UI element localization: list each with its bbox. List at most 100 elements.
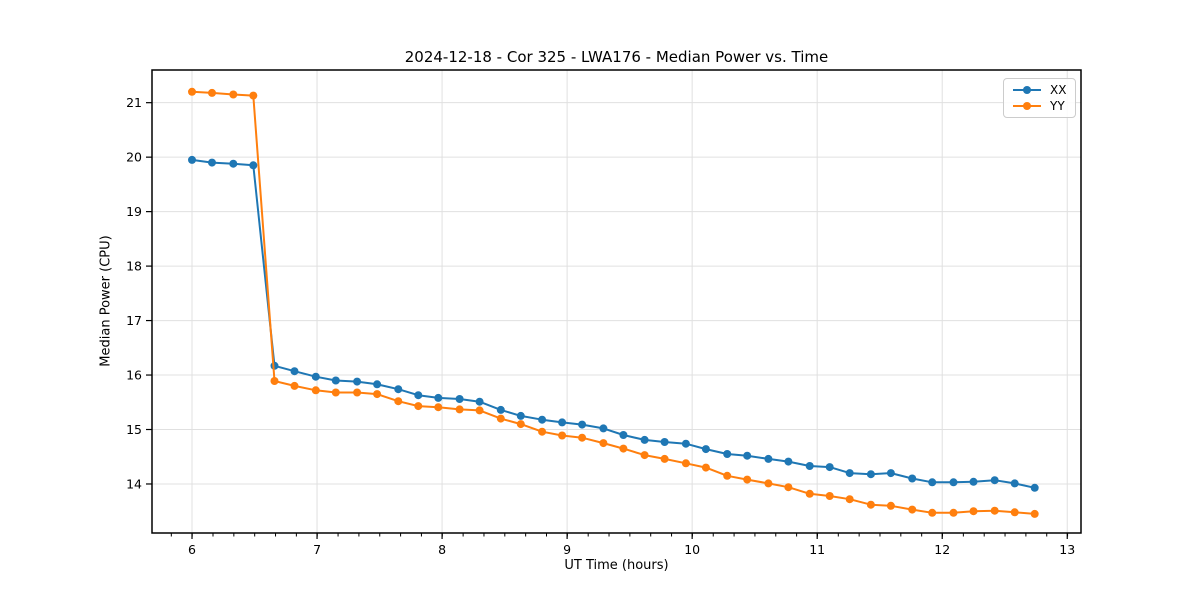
data-point-XX bbox=[866, 470, 875, 479]
data-point-XX bbox=[619, 431, 628, 439]
series-line-XX bbox=[191, 158, 1035, 489]
data-point-YY bbox=[743, 475, 752, 484]
data-point-YY bbox=[928, 508, 937, 517]
data-point-YY bbox=[908, 505, 917, 514]
data-point-XX bbox=[764, 454, 773, 463]
data-point-YY bbox=[394, 397, 403, 406]
data-point-XX bbox=[311, 372, 320, 381]
data-point-YY bbox=[188, 87, 196, 96]
data-point-YY bbox=[290, 381, 299, 390]
data-point-XX bbox=[805, 462, 814, 470]
data-point-XX bbox=[455, 395, 464, 403]
data-point-XX bbox=[969, 477, 978, 486]
data-point-XX bbox=[990, 476, 999, 485]
data-point-XX bbox=[434, 393, 443, 402]
y-tick-label: 20 bbox=[126, 150, 142, 165]
chart-title: 2024-12-18 - Cor 325 - LWA176 - Median P… bbox=[404, 48, 829, 66]
data-point-XX bbox=[743, 451, 752, 460]
data-point-XX bbox=[516, 411, 525, 420]
legend-label-YY: YY bbox=[1050, 99, 1065, 113]
x-tick-label: 12 bbox=[934, 542, 950, 557]
data-point-XX bbox=[599, 424, 608, 433]
series-line-YY bbox=[191, 90, 1035, 515]
x-tick-label: 7 bbox=[313, 542, 321, 557]
data-point-YY bbox=[640, 451, 649, 460]
data-point-XX bbox=[928, 478, 937, 487]
data-point-XX bbox=[558, 418, 567, 427]
data-point-YY bbox=[516, 420, 525, 429]
data-point-XX bbox=[845, 469, 854, 478]
y-tick-label: 21 bbox=[126, 95, 142, 110]
data-point-XX bbox=[373, 380, 382, 389]
data-point-YY bbox=[764, 479, 773, 488]
data-point-YY bbox=[599, 439, 608, 448]
data-point-YY bbox=[619, 444, 628, 453]
data-point-YY bbox=[331, 388, 340, 397]
data-point-YY bbox=[805, 489, 814, 498]
data-point-XX bbox=[681, 439, 690, 448]
x-axis-label: UT Time (hours) bbox=[564, 558, 669, 573]
data-point-YY bbox=[886, 501, 895, 510]
data-point-YY bbox=[866, 500, 875, 509]
y-axis-label: Median Power (CPU) bbox=[98, 235, 114, 367]
y-tick-label: 18 bbox=[126, 259, 142, 274]
data-point-YY bbox=[723, 471, 732, 480]
data-point-XX bbox=[886, 469, 895, 478]
x-tick-label: 8 bbox=[438, 542, 446, 557]
data-point-YY bbox=[1010, 508, 1019, 517]
axes-frame bbox=[151, 69, 1082, 534]
data-point-YY bbox=[434, 403, 443, 412]
data-point-YY bbox=[208, 88, 216, 97]
data-point-YY bbox=[660, 454, 669, 463]
data-point-YY bbox=[681, 459, 690, 468]
data-point-XX bbox=[701, 445, 710, 454]
data-point-XX bbox=[496, 405, 505, 414]
data-point-XX bbox=[249, 161, 258, 170]
x-tick-label: 11 bbox=[809, 542, 825, 557]
data-point-YY bbox=[373, 390, 382, 399]
data-point-YY bbox=[1030, 509, 1039, 518]
data-point-YY bbox=[455, 405, 464, 414]
data-point-YY bbox=[784, 483, 793, 492]
data-point-XX bbox=[538, 415, 547, 424]
y-tick-label: 16 bbox=[126, 368, 142, 383]
data-point-XX bbox=[331, 376, 340, 385]
y-tick-label: 15 bbox=[126, 422, 142, 437]
data-point-YY bbox=[825, 492, 834, 500]
legend: XX YY bbox=[1003, 78, 1077, 118]
data-point-XX bbox=[1010, 479, 1019, 488]
data-point-XX bbox=[640, 435, 649, 444]
data-point-YY bbox=[229, 90, 238, 99]
data-point-YY bbox=[475, 406, 484, 415]
data-point-YY bbox=[353, 388, 362, 397]
data-point-YY bbox=[990, 506, 999, 515]
data-point-YY bbox=[949, 508, 958, 517]
data-point-YY bbox=[496, 414, 505, 423]
data-point-XX bbox=[394, 385, 403, 394]
data-point-XX bbox=[949, 478, 958, 487]
y-tick-label: 17 bbox=[126, 313, 142, 328]
data-point-YY bbox=[578, 433, 587, 442]
data-point-XX bbox=[723, 450, 732, 458]
data-point-YY bbox=[270, 377, 279, 385]
data-point-YY bbox=[538, 427, 547, 436]
data-point-XX bbox=[414, 391, 423, 400]
legend-marker-YY bbox=[1013, 102, 1041, 110]
data-point-XX bbox=[1030, 483, 1039, 492]
data-point-XX bbox=[353, 377, 362, 386]
x-tick-label: 10 bbox=[684, 542, 700, 557]
x-tick-label: 13 bbox=[1059, 542, 1075, 557]
data-point-XX bbox=[660, 438, 669, 446]
legend-marker-XX bbox=[1013, 86, 1041, 94]
data-point-XX bbox=[290, 367, 299, 376]
data-point-YY bbox=[414, 402, 423, 411]
data-point-XX bbox=[784, 457, 793, 466]
data-point-YY bbox=[558, 431, 567, 440]
data-point-XX bbox=[908, 474, 917, 483]
legend-circle bbox=[1023, 102, 1031, 110]
data-point-YY bbox=[311, 386, 320, 395]
data-point-XX bbox=[475, 397, 484, 406]
data-point-YY bbox=[845, 495, 854, 504]
legend-item-XX: XX bbox=[1011, 83, 1066, 97]
